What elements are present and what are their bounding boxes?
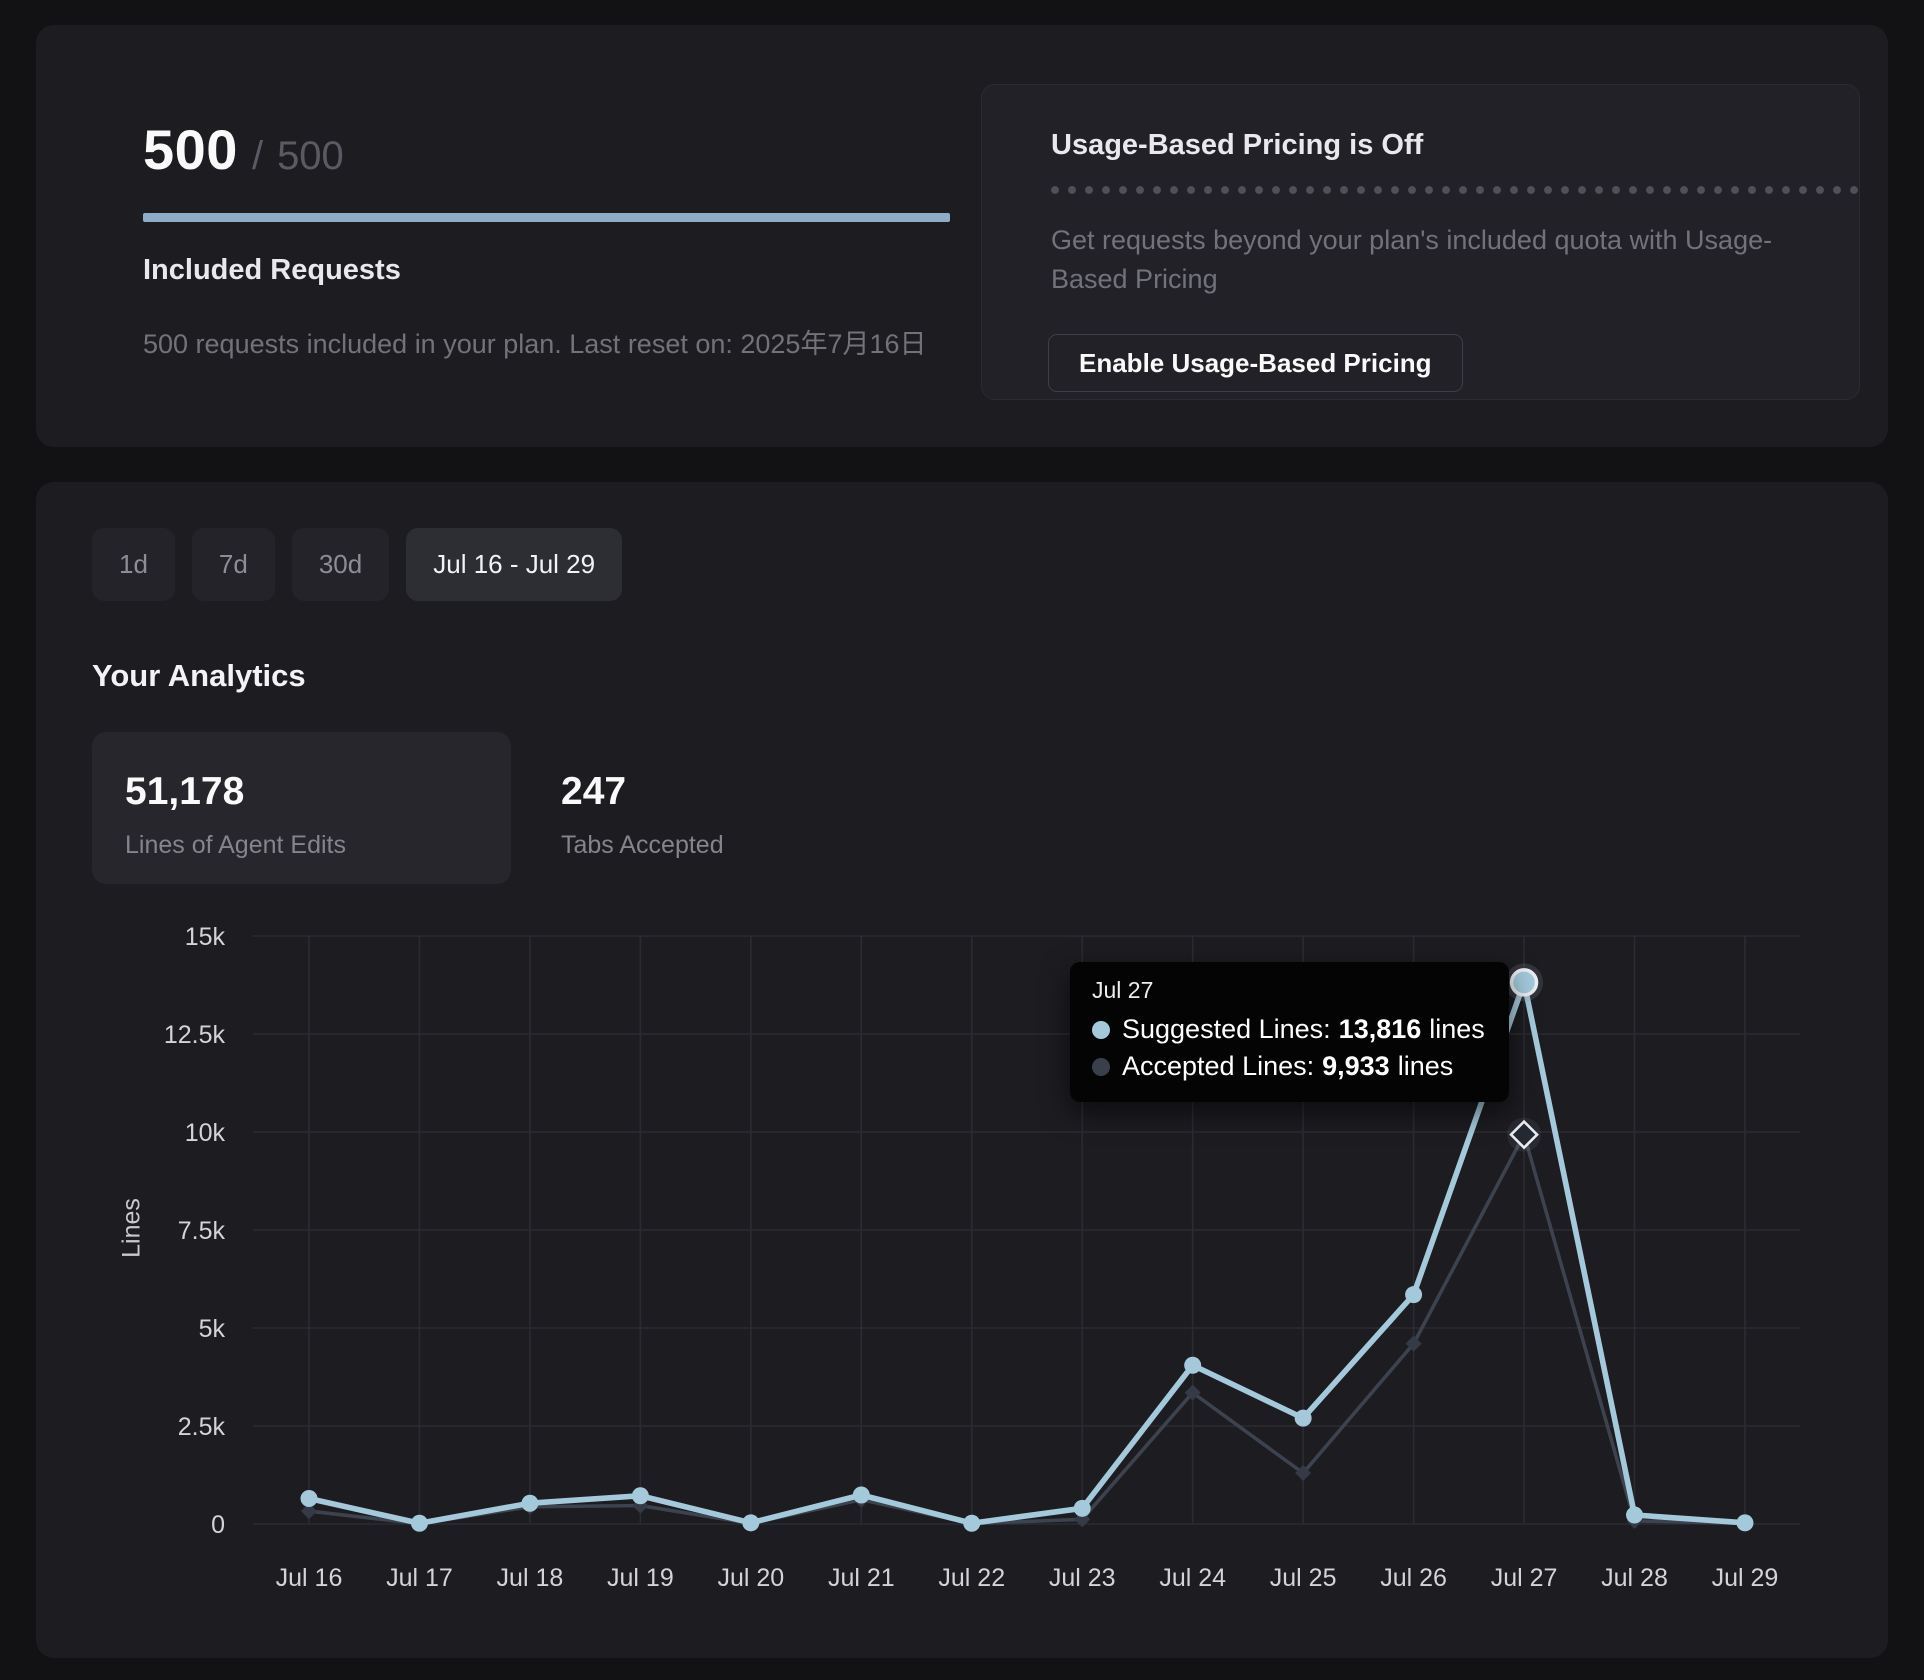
usage-pricing-panel <box>981 84 1860 400</box>
svg-text:15k: 15k <box>185 923 226 951</box>
stat-value: 247 <box>561 770 627 813</box>
range-button-1d[interactable]: 1d <box>92 528 175 601</box>
svg-text:Jul 21: Jul 21 <box>828 1564 895 1592</box>
svg-text:Jul 20: Jul 20 <box>717 1564 784 1592</box>
svg-text:Jul 29: Jul 29 <box>1712 1564 1779 1592</box>
usage-pricing-title: Usage-Based Pricing is Off <box>1051 129 1424 161</box>
analytics-title: Your Analytics <box>92 658 306 693</box>
stat-card-tabs-accepted[interactable]: 247 Tabs Accepted <box>528 732 947 884</box>
svg-text:Jul 18: Jul 18 <box>497 1564 564 1592</box>
svg-text:Jul 25: Jul 25 <box>1270 1564 1337 1592</box>
included-requests-title: Included Requests <box>143 254 401 286</box>
svg-text:Jul 28: Jul 28 <box>1601 1564 1668 1592</box>
svg-text:12.5k: 12.5k <box>164 1021 226 1049</box>
svg-text:Jul 17: Jul 17 <box>386 1564 453 1592</box>
included-requests-card: 500 / 500 Included Requests 500 requests… <box>36 25 1888 447</box>
stat-label: Lines of Agent Edits <box>125 831 346 859</box>
stat-value: 51,178 <box>125 770 245 813</box>
svg-text:0: 0 <box>211 1511 225 1539</box>
svg-text:5k: 5k <box>199 1315 226 1343</box>
accepted-series-dot-icon <box>1092 1057 1110 1076</box>
tooltip-row-accepted: Accepted Lines: 9,933 lines <box>1092 1048 1485 1085</box>
tooltip-value: 13,816 <box>1338 1014 1422 1044</box>
svg-text:Jul 23: Jul 23 <box>1049 1564 1116 1592</box>
svg-text:7.5k: 7.5k <box>178 1217 226 1245</box>
tooltip-label: Accepted Lines: <box>1122 1051 1315 1081</box>
enable-usage-pricing-button[interactable]: Enable Usage-Based Pricing <box>1048 334 1463 392</box>
chart-tooltip: Jul 27 Suggested Lines: 13,816 lines Acc… <box>1070 962 1509 1102</box>
analytics-card <box>36 482 1888 1658</box>
dotted-divider <box>1051 186 1863 195</box>
svg-text:10k: 10k <box>185 1119 226 1147</box>
svg-text:Jul 19: Jul 19 <box>607 1564 674 1592</box>
tooltip-label: Suggested Lines: <box>1122 1014 1331 1044</box>
requests-count: 500 / 500 <box>143 117 344 182</box>
svg-text:Jul 27: Jul 27 <box>1491 1564 1558 1592</box>
tooltip-row-suggested: Suggested Lines: 13,816 lines <box>1092 1011 1485 1048</box>
range-button-7d[interactable]: 7d <box>191 528 275 601</box>
svg-text:Jul 16: Jul 16 <box>276 1564 343 1592</box>
stat-card-agent-edits[interactable]: 51,178 Lines of Agent Edits <box>92 732 511 884</box>
usage-pricing-description: Get requests beyond your plan's included… <box>1051 225 1773 294</box>
tooltip-value: 9,933 <box>1322 1051 1390 1081</box>
requests-separator: / <box>251 134 264 178</box>
tooltip-date: Jul 27 <box>1092 977 1154 1003</box>
tooltip-suffix: lines <box>1397 1051 1454 1081</box>
range-button-30d[interactable]: 30d <box>291 528 390 601</box>
range-button-custom[interactable]: Jul 16 - Jul 29 <box>406 528 623 601</box>
date-range-selector: 1d 7d 30d Jul 16 - Jul 29 <box>92 528 623 601</box>
suggested-series-dot-icon <box>1092 1020 1110 1039</box>
svg-text:Jul 22: Jul 22 <box>938 1564 1005 1592</box>
requests-progress-fill <box>143 213 950 222</box>
requests-used: 500 <box>143 118 238 181</box>
svg-text:Jul 24: Jul 24 <box>1159 1564 1226 1592</box>
included-requests-description: 500 requests included in your plan. Last… <box>143 329 927 359</box>
svg-text:2.5k: 2.5k <box>178 1413 226 1441</box>
tooltip-suffix: lines <box>1429 1014 1485 1044</box>
svg-text:Jul 26: Jul 26 <box>1380 1564 1447 1592</box>
stat-label: Tabs Accepted <box>561 831 724 859</box>
requests-progress-bar <box>143 213 950 222</box>
requests-total: 500 <box>277 134 344 178</box>
